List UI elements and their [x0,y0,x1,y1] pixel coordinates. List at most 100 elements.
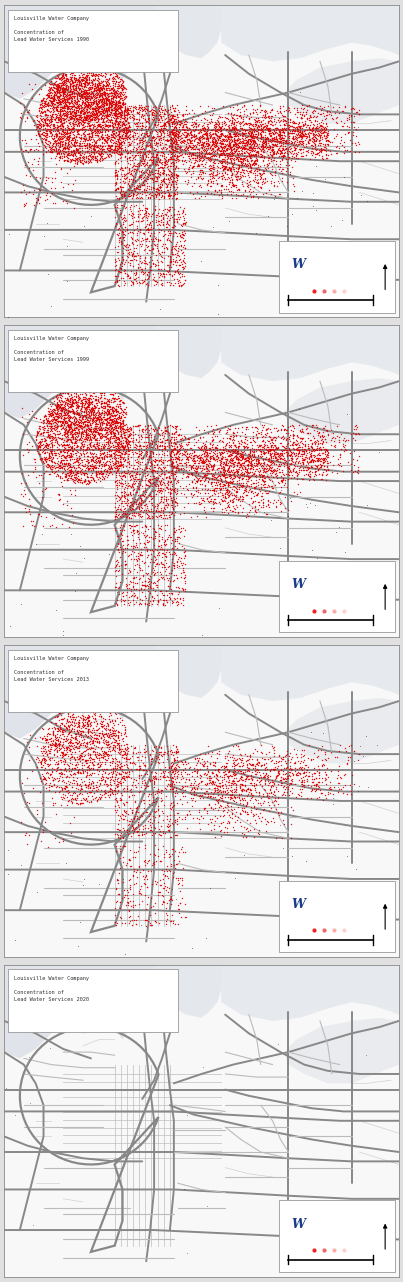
Point [87,394,93,414]
Point [109,135,115,155]
Point [109,100,116,121]
Point [170,105,177,126]
Point [147,228,154,249]
Point [261,438,267,459]
Point [59,97,66,118]
Point [228,119,234,140]
Point [138,791,144,812]
Point [105,768,111,788]
Point [88,399,94,419]
Point [133,268,139,288]
Point [245,131,251,151]
Point [135,229,141,250]
Point [227,150,234,171]
Point [159,481,166,501]
Point [226,497,232,518]
Point [70,704,76,724]
Point [150,801,157,822]
Point [122,437,128,458]
Point [106,417,112,437]
Point [158,538,165,559]
Point [190,429,197,450]
Point [72,783,78,804]
Point [133,115,139,136]
Point [152,419,158,440]
Point [228,113,234,133]
Point [213,135,220,155]
Point [120,128,127,149]
Point [179,442,185,463]
Point [93,94,100,114]
Point [109,100,115,121]
Point [261,436,267,456]
Point [77,723,83,744]
Point [120,92,126,113]
Point [222,112,228,132]
Point [109,726,116,746]
Point [39,822,46,842]
Point [158,782,164,803]
Point [237,790,243,810]
Point [274,118,281,138]
Point [57,83,63,104]
Point [49,404,55,424]
Point [125,223,131,244]
Point [104,396,110,417]
Point [133,186,140,206]
Point [179,223,185,244]
Point [51,744,58,764]
Point [191,435,197,455]
Point [68,823,74,844]
Point [101,759,107,779]
Point [250,758,256,778]
Point [345,106,352,127]
Point [97,88,103,109]
Point [220,458,226,478]
Point [174,762,181,782]
Point [135,750,141,770]
Point [315,431,322,451]
Point [221,118,228,138]
Point [75,419,82,440]
Point [116,262,123,282]
Point [62,104,69,124]
Point [125,440,131,460]
Point [190,119,196,140]
Point [136,529,142,550]
Point [257,445,264,465]
Point [281,437,287,458]
Point [210,778,217,799]
Point [206,445,213,465]
Point [123,86,129,106]
Point [191,138,197,159]
Point [109,96,115,117]
Point [195,142,202,163]
Point [62,82,69,103]
Point [210,146,217,167]
Point [82,68,88,88]
Point [118,403,124,423]
Point [170,108,177,128]
Point [88,404,94,424]
Point [50,735,57,755]
Point [180,227,187,247]
Point [160,438,167,459]
Point [126,147,133,168]
Point [56,138,63,159]
Point [280,105,287,126]
Point [85,708,91,728]
Point [72,764,78,785]
Point [81,774,88,795]
Point [158,146,165,167]
Point [272,778,279,799]
Point [133,464,139,485]
Point [106,774,113,795]
Point [89,91,96,112]
Point [35,436,42,456]
Point [175,873,182,894]
Point [190,138,196,159]
Point [260,104,266,124]
Point [162,420,169,441]
Point [155,163,161,183]
Point [123,128,130,149]
